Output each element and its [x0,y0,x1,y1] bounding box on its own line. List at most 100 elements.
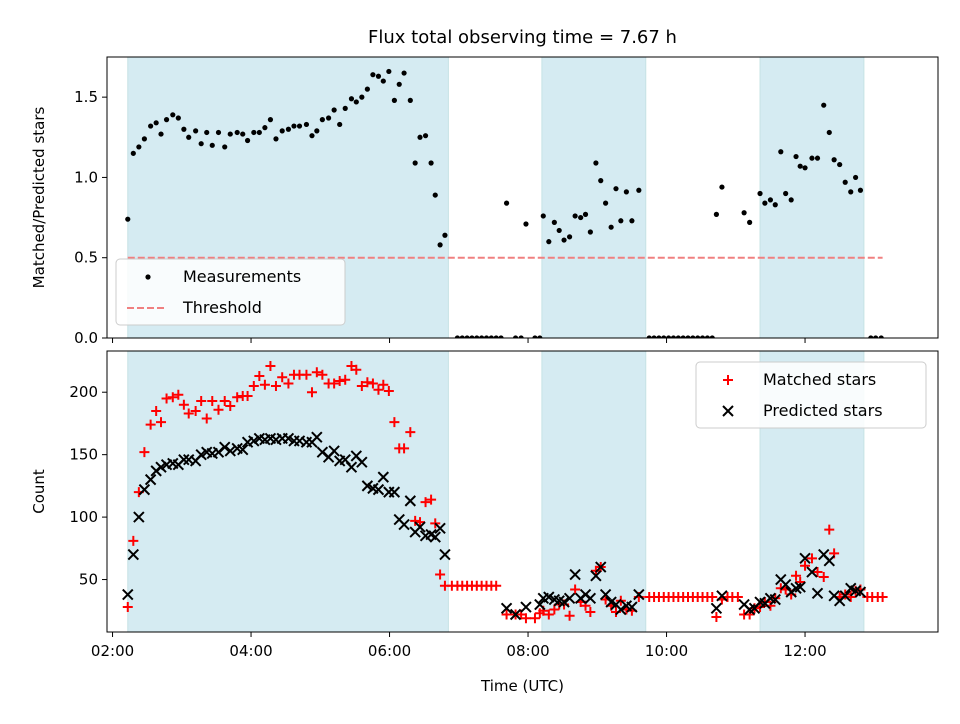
measurement-point [540,213,546,219]
measurement-point [572,213,578,219]
measurement-point [401,70,407,76]
measurement-point [623,189,629,195]
measurement-point [719,184,725,190]
predicted-star-point [534,598,546,611]
measurement-point [661,335,667,338]
matched-star-point [426,494,437,505]
predicted-star-point [237,443,249,456]
matched-star-point [242,390,253,401]
measurement-point [479,335,485,338]
predicted-star-point [794,581,806,593]
matched-star-point [270,380,281,391]
measurement-point [459,335,465,338]
observing-interval-band [541,57,647,338]
matched-star-point [824,524,835,535]
measurement-point [814,155,821,161]
measurement-point [181,126,187,132]
measurement-point [613,186,619,192]
measurement-point [809,155,815,161]
matched-star-point [183,408,194,419]
matched-star-point [156,417,167,428]
measurement-point [546,239,552,245]
matched-star-point [711,612,722,623]
predicted-star-point [434,522,446,535]
matched-star-point [139,447,150,458]
measurement-point [417,134,423,140]
measurement-point [193,128,199,134]
legend-label: Matched stars [763,370,876,389]
measurement-point [279,128,285,134]
measurement-point [428,160,434,166]
measurement-point [587,229,593,235]
matched-star-point [818,572,829,583]
measurement-point [578,214,584,221]
axes-frame [106,350,939,633]
measurement-point [319,117,325,123]
measurement-point [503,200,510,206]
matched-star-point [122,602,133,613]
measurement-point [537,335,543,338]
measurement-point [747,219,753,225]
measurement-point [741,210,747,216]
measurement-point [523,221,529,227]
matched-star-point [219,395,230,406]
measurement-point [314,128,320,134]
measurement-point [797,163,803,169]
observing-interval-band [541,351,647,632]
matched-star-point [389,417,400,428]
matched-star-point [435,569,446,580]
measurement-point [348,96,355,102]
measurement-point [198,141,204,147]
measurement-point [651,335,657,338]
observing-interval-band [127,351,449,632]
x-tick-label: 10:00 [645,642,688,660]
top-panel: 0.0 0.5 1.0 1.5 Flux total observing time = … [30,27,939,347]
measurement-point [582,211,589,217]
measurement-point [227,131,233,137]
y-tick-label: 0.5 [74,249,98,267]
measurement-point [821,102,827,108]
matched-star-point [248,380,259,391]
predicted-star-point [839,590,851,602]
measurement-point [629,218,635,224]
measurement-point [234,129,240,136]
predicted-star-point [439,548,451,561]
predicted-star-point [626,601,638,613]
measurement-point [646,335,652,338]
measurement-point [309,133,315,139]
measurement-point [375,73,382,79]
predicted-star-point [806,566,818,578]
x-tick-label: 06:00 [368,642,411,660]
observing-interval-band [759,57,865,338]
y-tick-label: 1.5 [74,88,98,106]
matched-star-point [362,377,373,388]
legend-label: Measurements [183,267,301,286]
measurement-point [802,165,808,171]
measurement-point [857,187,864,193]
matched-star-point [529,613,540,624]
predicted-star-point [590,570,602,582]
matched-star-point [207,395,218,406]
y-tick-label: 200 [69,383,98,401]
measurement-point [518,335,524,338]
measurement-point [680,335,686,338]
chart-title: Flux total observing time = 7.67 h [368,27,677,48]
measurement-point [767,197,774,203]
predicted-star-point [404,495,417,507]
x-axis-label: Time (UTC) [480,677,564,695]
predicted-star-point [799,552,811,565]
measurement-point [695,335,701,338]
matched-star-point [800,560,811,571]
matched-star-point [173,389,184,400]
matched-star-point [277,372,288,383]
x-tick-label: 08:00 [506,642,549,660]
matched-star-point [213,404,224,415]
predicted-star-point [563,592,576,604]
predicted-star-point [219,441,231,453]
measurement-point [831,157,837,163]
matched-star-point [378,379,389,390]
axes-frame [106,56,939,339]
measurement-point [788,197,794,203]
measurement-point [262,125,268,131]
